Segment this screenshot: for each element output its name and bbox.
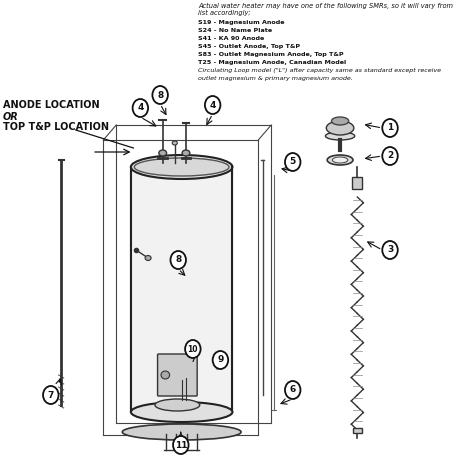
Text: OR: OR [2,112,18,122]
Ellipse shape [182,150,190,156]
FancyBboxPatch shape [157,354,197,396]
Circle shape [185,340,201,358]
Circle shape [173,436,189,454]
Ellipse shape [326,132,355,140]
Ellipse shape [159,150,166,156]
Text: 4: 4 [137,104,144,113]
Text: 4: 4 [210,100,216,109]
Text: S19 - Magnesium Anode: S19 - Magnesium Anode [198,20,284,25]
Bar [131,163,232,412]
Ellipse shape [122,424,241,440]
Circle shape [153,86,168,104]
Text: T25 - Magnesium Anode, Canadian Model: T25 - Magnesium Anode, Canadian Model [198,60,346,65]
Ellipse shape [131,402,232,422]
Text: 5: 5 [290,157,296,167]
Text: Circulating Loop model ("L") after capacity same as standard except receive: Circulating Loop model ("L") after capac… [198,68,441,73]
Text: 7: 7 [47,390,54,399]
Bar [353,428,362,433]
Circle shape [285,153,301,171]
Text: 3: 3 [387,245,393,254]
Ellipse shape [145,255,151,260]
Ellipse shape [332,157,348,163]
Text: 2: 2 [387,152,393,161]
Text: 8: 8 [157,90,163,99]
Text: outlet magnesium & primary magnesium anode.: outlet magnesium & primary magnesium ano… [198,76,353,81]
Text: Actual water heater may have one of the following SMRs, so it will vary from: Actual water heater may have one of the … [198,3,453,9]
Circle shape [382,119,398,137]
Ellipse shape [161,371,170,379]
Ellipse shape [172,141,177,145]
Circle shape [133,99,148,117]
Circle shape [382,241,398,259]
Bar [352,177,363,189]
Text: ANODE LOCATION: ANODE LOCATION [2,100,99,110]
Text: 10: 10 [188,344,198,354]
Text: S45 - Outlet Anode, Top T&P: S45 - Outlet Anode, Top T&P [198,44,300,49]
Ellipse shape [327,155,353,165]
Text: S83 - Outlet Magnesium Anode, Top T&P: S83 - Outlet Magnesium Anode, Top T&P [198,52,344,57]
Text: 11: 11 [174,440,187,449]
Circle shape [205,96,220,114]
Circle shape [213,351,228,369]
Ellipse shape [331,117,349,125]
Ellipse shape [155,399,200,411]
Circle shape [382,147,398,165]
Ellipse shape [131,155,232,179]
Ellipse shape [134,158,229,176]
Text: 8: 8 [175,255,182,265]
Ellipse shape [326,121,354,135]
Circle shape [285,381,301,399]
Text: list accordingly;: list accordingly; [198,10,251,16]
Text: S24 - No Name Plate: S24 - No Name Plate [198,28,272,33]
Text: TOP T&P LOCATION: TOP T&P LOCATION [2,122,109,132]
Circle shape [171,251,186,269]
Text: 9: 9 [217,356,224,365]
Circle shape [43,386,59,404]
Text: 6: 6 [290,385,296,395]
Text: 1: 1 [387,123,393,132]
Text: S41 - KA 90 Anode: S41 - KA 90 Anode [198,36,264,41]
